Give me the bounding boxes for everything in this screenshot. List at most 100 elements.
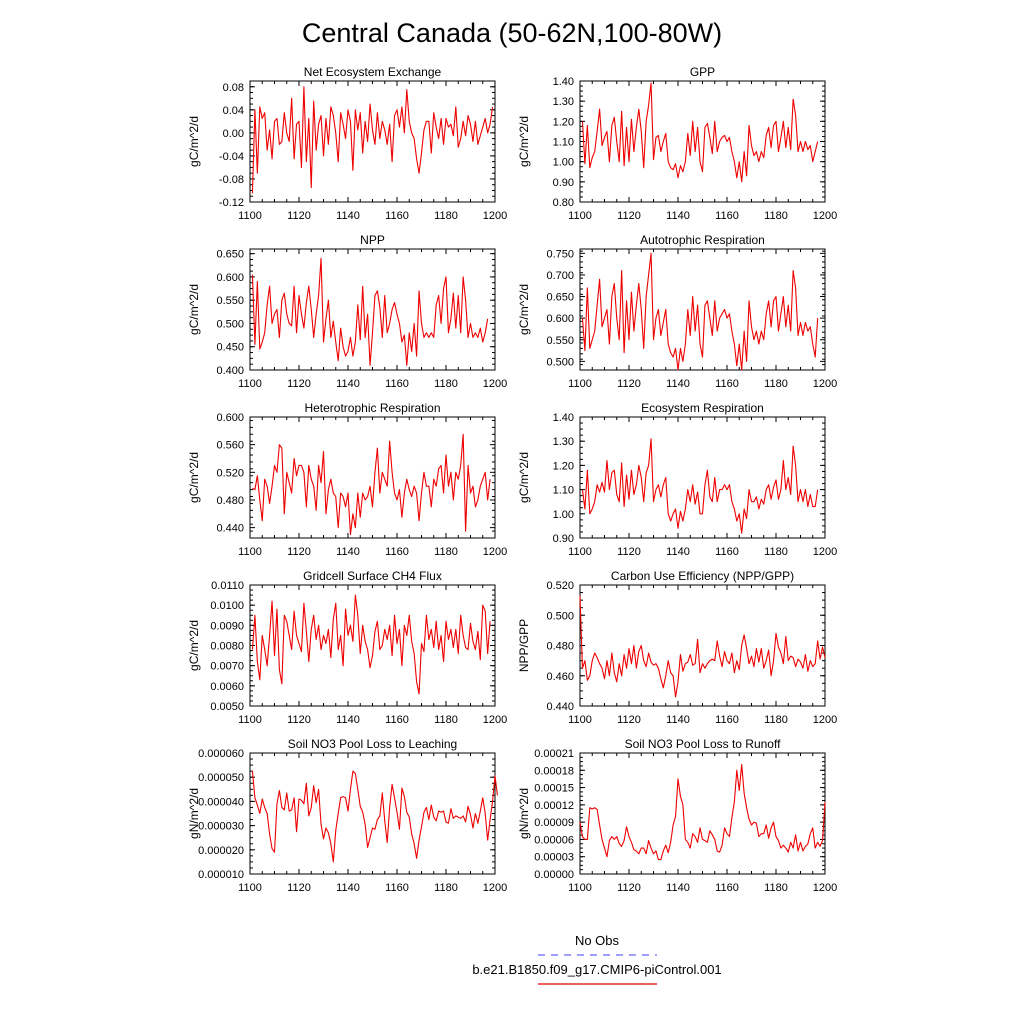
x-tick-label: 1140 bbox=[666, 714, 690, 726]
y-axis-label: gC/m^2/d bbox=[517, 116, 531, 167]
y-tick-label: -0.12 bbox=[219, 197, 244, 209]
y-tick-label: 0.00000 bbox=[534, 869, 574, 881]
y-tick-label: 1.40 bbox=[553, 412, 574, 424]
y-tick-label: -0.04 bbox=[219, 151, 244, 163]
panel-soil-no3-pool-loss-to-leaching: Soil NO3 Pool Loss to Leaching gN/m^2/d 11… bbox=[187, 737, 507, 894]
x-tick-label: 1140 bbox=[666, 546, 690, 558]
x-tick-label: 1180 bbox=[434, 714, 458, 726]
x-tick-label: 1120 bbox=[617, 714, 641, 726]
y-tick-label: 0.440 bbox=[546, 701, 574, 713]
y-tick-label: 0.00 bbox=[223, 128, 244, 140]
y-axis-label: gC/m^2/d bbox=[187, 116, 201, 167]
y-tick-label: 0.450 bbox=[216, 342, 244, 354]
y-tick-label: 0.000040 bbox=[198, 796, 244, 808]
y-tick-label: 0.480 bbox=[546, 641, 574, 653]
series-line bbox=[251, 257, 489, 366]
x-tick-label: 1200 bbox=[813, 714, 837, 726]
y-tick-label: 0.460 bbox=[546, 671, 574, 683]
series-line bbox=[581, 438, 819, 534]
y-tick-label: 0.08 bbox=[223, 82, 244, 94]
x-tick-label: 1140 bbox=[666, 378, 690, 390]
x-tick-label: 1180 bbox=[764, 546, 788, 558]
panel-title: Soil NO3 Pool Loss to Runoff bbox=[625, 737, 782, 751]
y-tick-label: 0.00021 bbox=[534, 748, 574, 760]
y-tick-label: 0.600 bbox=[216, 412, 244, 424]
y-axis-label: NPP/GPP bbox=[517, 619, 531, 672]
x-tick-label: 1140 bbox=[336, 378, 360, 390]
x-tick-label: 1120 bbox=[617, 882, 641, 894]
y-tick-label: 0.400 bbox=[216, 365, 244, 377]
x-tick-label: 1140 bbox=[336, 546, 360, 558]
panel-title: Carbon Use Efficiency (NPP/GPP) bbox=[611, 569, 794, 583]
x-tick-label: 1160 bbox=[715, 714, 739, 726]
y-tick-label: 0.000050 bbox=[198, 772, 244, 784]
y-tick-label: 1.40 bbox=[553, 76, 574, 88]
y-axis-label: gN/m^2/d bbox=[187, 788, 201, 839]
panel-title: Autotrophic Respiration bbox=[640, 233, 765, 247]
x-tick-label: 1100 bbox=[238, 714, 262, 726]
y-tick-label: 0.0090 bbox=[210, 620, 244, 632]
x-tick-label: 1140 bbox=[336, 882, 360, 894]
y-tick-label: 1.00 bbox=[553, 157, 574, 169]
x-tick-label: 1120 bbox=[287, 210, 311, 222]
x-tick-label: 1100 bbox=[568, 210, 592, 222]
y-tick-label: 0.520 bbox=[546, 580, 574, 592]
y-tick-label: 0.600 bbox=[546, 313, 574, 325]
y-tick-label: 0.700 bbox=[546, 270, 574, 282]
x-tick-label: 1180 bbox=[434, 882, 458, 894]
x-tick-label: 1140 bbox=[666, 882, 690, 894]
y-tick-label: 0.00012 bbox=[534, 800, 574, 812]
x-tick-label: 1180 bbox=[434, 546, 458, 558]
panel-npp: NPP gC/m^2/d 1100 1120 1140 1160 1180 1200 0.400… bbox=[187, 233, 507, 390]
x-tick-label: 1180 bbox=[764, 378, 788, 390]
x-tick-label: 1140 bbox=[336, 714, 360, 726]
panel-heterotrophic-respiration: Heterotrophic Respiration gC/m^2/d 1100 112… bbox=[187, 401, 507, 558]
y-tick-label: 0.500 bbox=[216, 318, 244, 330]
panel-soil-no3-pool-loss-to-runoff: Soil NO3 Pool Loss to Runoff gN/m^2/d 1100… bbox=[517, 737, 837, 894]
x-tick-label: 1160 bbox=[715, 882, 739, 894]
y-tick-label: 0.00003 bbox=[534, 852, 574, 864]
x-tick-label: 1200 bbox=[483, 714, 507, 726]
panel-gridcell-surface-ch4-flux: Gridcell Surface CH4 Flux gC/m^2/d 1100 112… bbox=[187, 569, 507, 726]
x-tick-label: 1140 bbox=[336, 210, 360, 222]
panel-autotrophic-respiration: Autotrophic Respiration gC/m^2/d 1100 1120 1… bbox=[517, 233, 837, 390]
y-tick-label: 0.500 bbox=[546, 356, 574, 368]
panel-title: Gridcell Surface CH4 Flux bbox=[303, 569, 442, 583]
y-tick-label: 0.00018 bbox=[534, 765, 574, 777]
y-axis-label: gC/m^2/d bbox=[187, 284, 201, 335]
panel-title: Heterotrophic Respiration bbox=[304, 401, 440, 415]
y-tick-label: 1.30 bbox=[553, 436, 574, 448]
y-tick-label: 0.560 bbox=[216, 440, 244, 452]
panel-net-ecosystem-exchange: Net Ecosystem Exchange gC/m^2/d 1100 1120 11… bbox=[187, 65, 507, 222]
panel-carbon-use-efficiency-npp-gpp: Carbon Use Efficiency (NPP/GPP) NPP/GPP 11… bbox=[517, 569, 837, 726]
x-tick-label: 1100 bbox=[568, 546, 592, 558]
y-tick-label: 0.0080 bbox=[210, 641, 244, 653]
series-line bbox=[251, 770, 498, 863]
x-tick-label: 1160 bbox=[385, 714, 409, 726]
x-tick-label: 1180 bbox=[764, 714, 788, 726]
series-line bbox=[251, 594, 491, 695]
panel-title: NPP bbox=[360, 233, 385, 247]
panel-title: Ecosystem Respiration bbox=[641, 401, 764, 415]
plot-frame bbox=[579, 584, 826, 707]
y-tick-label: 0.0070 bbox=[210, 661, 244, 673]
x-tick-label: 1160 bbox=[385, 546, 409, 558]
plot-frame bbox=[579, 752, 826, 875]
x-tick-label: 1100 bbox=[568, 378, 592, 390]
x-tick-label: 1160 bbox=[715, 210, 739, 222]
y-axis-label: gN/m^2/d bbox=[517, 788, 531, 839]
x-tick-label: 1180 bbox=[764, 882, 788, 894]
x-tick-label: 1120 bbox=[287, 546, 311, 558]
y-axis-label: gC/m^2/d bbox=[187, 452, 201, 503]
x-tick-label: 1200 bbox=[483, 882, 507, 894]
y-tick-label: 0.550 bbox=[546, 335, 574, 347]
y-tick-label: 1.10 bbox=[553, 137, 574, 149]
y-tick-label: -0.08 bbox=[219, 174, 244, 186]
y-tick-label: 0.650 bbox=[216, 249, 244, 261]
y-tick-label: 0.90 bbox=[553, 533, 574, 545]
y-tick-label: 1.20 bbox=[553, 460, 574, 472]
x-tick-label: 1180 bbox=[764, 210, 788, 222]
x-tick-label: 1200 bbox=[483, 210, 507, 222]
x-tick-label: 1200 bbox=[813, 378, 837, 390]
y-tick-label: 0.600 bbox=[216, 272, 244, 284]
